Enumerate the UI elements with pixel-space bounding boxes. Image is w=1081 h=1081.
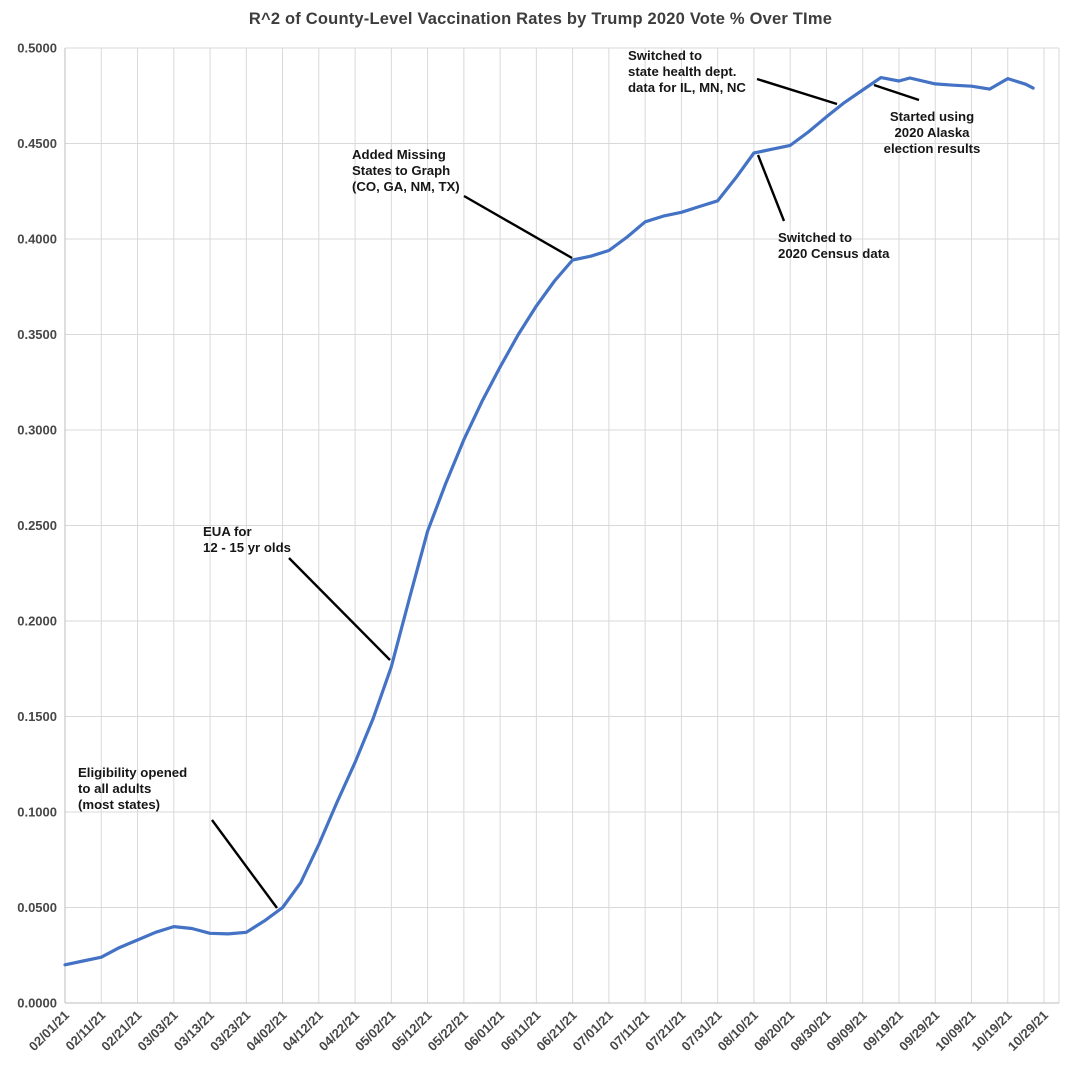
y-tick-label: 0.0500 xyxy=(17,900,57,915)
y-tick-label: 0.0000 xyxy=(17,996,57,1011)
axis-labels: 0.0000 0.0500 0.1000 0.1500 0.2000 0.2500 0.30… xyxy=(17,41,1051,1054)
r2-series-line xyxy=(63,76,1035,967)
annotation-text: EUA for xyxy=(203,524,252,539)
gridlines xyxy=(65,47,1060,1003)
y-tick-label: 0.1000 xyxy=(17,805,57,820)
annotation-text: States to Graph xyxy=(352,163,450,178)
annotation-text: 12 - 15 yr olds xyxy=(203,540,291,555)
y-tick-label: 0.4000 xyxy=(17,232,57,247)
annotation-text: Switched to xyxy=(628,48,702,63)
x-tick-label: 10/29/21 xyxy=(1005,1008,1051,1054)
annotation-text: 2020 Census data xyxy=(778,246,890,261)
annotation-text: Added Missing xyxy=(352,147,446,162)
chart-title: R^2 of County-Level Vaccination Rates by… xyxy=(248,10,833,28)
y-tick-label: 0.3500 xyxy=(17,327,57,342)
x-tick-label: 06/01/21 xyxy=(461,1008,507,1054)
annotation-text: Started using xyxy=(890,109,974,124)
annotation-text: (CO, GA, NM, TX) xyxy=(352,179,460,194)
annotation-text: (most states) xyxy=(78,797,160,812)
annotation-text: Eligibility opened xyxy=(78,765,187,780)
annotation-leader-line xyxy=(873,83,920,102)
annotation-text: data for IL, MN, NC xyxy=(628,80,746,95)
y-tick-label: 0.5000 xyxy=(17,41,57,56)
annotation-leader-line xyxy=(756,77,838,106)
annotation-text: election results xyxy=(884,141,981,156)
x-tick-label: 02/01/21 xyxy=(26,1008,72,1054)
annotation-leader-line xyxy=(756,154,786,222)
y-tick-label: 0.2500 xyxy=(17,518,57,533)
y-tick-label: 0.1500 xyxy=(17,709,57,724)
annotation-text: state health dept. xyxy=(628,64,736,79)
annotation-text: to all adults xyxy=(78,781,151,796)
x-tick-label: 07/01/21 xyxy=(570,1008,616,1054)
y-tick-label: 0.2000 xyxy=(17,614,57,629)
annotation-leader-line xyxy=(463,194,573,260)
series-group xyxy=(63,76,1035,967)
annotation-leader-line xyxy=(288,557,391,661)
axes xyxy=(64,48,1059,1004)
y-tick-label: 0.3000 xyxy=(17,423,57,438)
annotation-text: Switched to xyxy=(778,230,852,245)
annotation-leader-line xyxy=(211,819,278,909)
annotation-text: 2020 Alaska xyxy=(894,125,970,140)
y-tick-label: 0.4500 xyxy=(17,136,57,151)
